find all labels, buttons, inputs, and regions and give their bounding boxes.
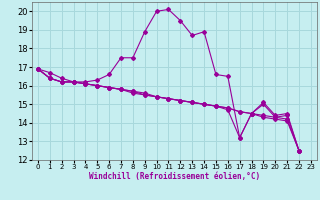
X-axis label: Windchill (Refroidissement éolien,°C): Windchill (Refroidissement éolien,°C): [89, 172, 260, 181]
